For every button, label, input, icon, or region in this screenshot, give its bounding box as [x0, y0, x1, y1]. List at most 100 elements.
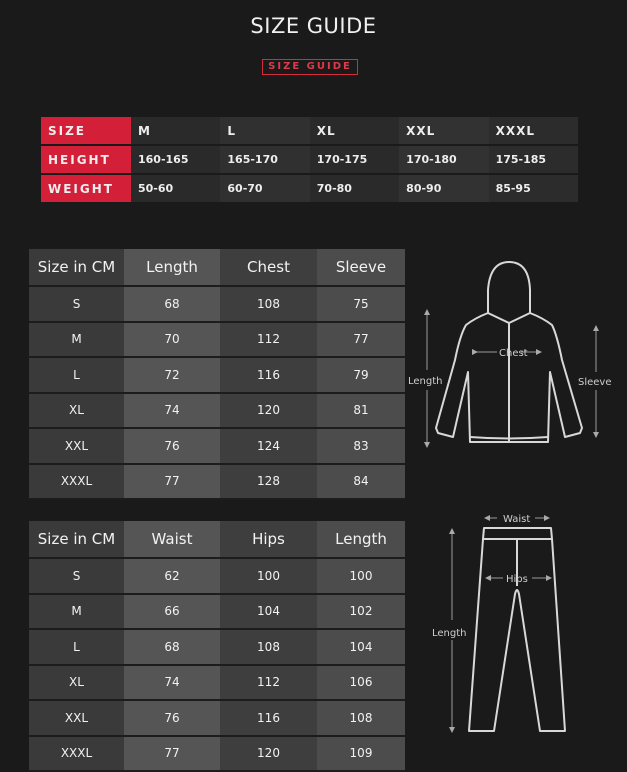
table-cell: 124: [220, 428, 317, 465]
table-cell: 77: [124, 463, 220, 500]
jacket-measure-arrows: [424, 309, 599, 448]
table-cell: 108: [317, 700, 405, 737]
column-header: Chest: [220, 249, 317, 287]
table-cell: 170-175: [309, 145, 400, 175]
size-chart-row: HEIGHT 160-165 165-170 170-175 170-180 175-18…: [41, 145, 578, 175]
row-label: HEIGHT: [41, 145, 131, 175]
table-cell: 108: [220, 629, 317, 666]
table-row: S 62 100 100: [29, 558, 405, 595]
table-cell: 165-170: [220, 145, 310, 175]
table-cell: XXL: [399, 117, 489, 146]
chest-label: Chest: [499, 348, 528, 359]
table-cell: 72: [124, 357, 220, 394]
table-cell: 116: [220, 700, 317, 737]
table-row: XL 74 112 106: [29, 664, 405, 701]
table-cell: XXXL: [29, 463, 124, 500]
column-header: Size in CM: [29, 521, 124, 559]
table-cell: L: [29, 629, 124, 666]
table-cell: 104: [317, 629, 405, 666]
table-cell: 170-180: [399, 145, 489, 175]
table-cell: L: [220, 117, 310, 146]
length-label: Length: [408, 376, 443, 387]
size-guide-badge: SIZE GUIDE: [262, 59, 358, 75]
table-row: M 66 104 102: [29, 593, 405, 630]
column-header: Length: [124, 249, 220, 287]
table-cell: 116: [220, 357, 317, 394]
table-row: L 72 116 79: [29, 357, 405, 394]
table-row: L 68 108 104: [29, 629, 405, 666]
jacket-size-table: Size in CM Length Chest Sleeve S 68 108 75 M 70 1…: [29, 249, 405, 500]
pants-illustration: [468, 527, 566, 732]
table-cell: 100: [220, 558, 317, 595]
table-cell: 68: [124, 286, 220, 323]
table-cell: 100: [317, 558, 405, 595]
jacket-illustration: [435, 261, 583, 443]
pants-measure-arrows: [449, 515, 552, 733]
table-cell: 109: [317, 735, 405, 772]
table-cell: XXXL: [29, 735, 124, 772]
table-row: XL 74 120 81: [29, 392, 405, 429]
size-chart-row: SIZE M L XL XXL XXXL: [41, 117, 578, 146]
table-row: XXL 76 124 83: [29, 428, 405, 465]
table-row: S 68 108 75: [29, 286, 405, 323]
column-header: Sleeve: [317, 249, 405, 287]
table-cell: 175-185: [488, 145, 578, 175]
table-cell: 160-165: [131, 145, 221, 175]
table-cell: 60-70: [220, 174, 310, 204]
table-cell: 76: [124, 700, 220, 737]
table-cell: 77: [317, 321, 405, 358]
table-row: M 70 112 77: [29, 321, 405, 358]
pants-length-label: Length: [432, 628, 467, 639]
table-cell: XXL: [29, 700, 124, 737]
column-header: Waist: [124, 521, 220, 559]
table-cell: 50-60: [131, 174, 221, 204]
pants-size-table: Size in CM Waist Hips Length S 62 100 100 M 66 10…: [29, 521, 405, 772]
table-cell: M: [29, 321, 124, 358]
column-header: Hips: [220, 521, 317, 559]
table-cell: 104: [220, 593, 317, 630]
table-cell: M: [29, 593, 124, 630]
column-header: Length: [317, 521, 405, 559]
table-cell: 68: [124, 629, 220, 666]
table-cell: 80-90: [399, 174, 489, 204]
table-cell: L: [29, 357, 124, 394]
table-cell: 108: [220, 286, 317, 323]
table-cell: M: [131, 117, 221, 146]
table-cell: 70: [124, 321, 220, 358]
row-label: SIZE: [41, 117, 131, 146]
table-cell: 120: [220, 735, 317, 772]
table-cell: 112: [220, 321, 317, 358]
column-header: Size in CM: [29, 249, 124, 287]
table-cell: 74: [124, 664, 220, 701]
table-cell: 62: [124, 558, 220, 595]
hips-label: Hips: [506, 574, 528, 585]
table-cell: 84: [317, 463, 405, 500]
size-height-weight-table: SIZE M L XL XXL XXXL HEIGHT 160-165 165-170 170-1…: [41, 117, 578, 204]
table-cell: 79: [317, 357, 405, 394]
table-cell: 70-80: [309, 174, 400, 204]
table-cell: 66: [124, 593, 220, 630]
size-chart-row: WEIGHT 50-60 60-70 70-80 80-90 85-95: [41, 174, 578, 204]
table-cell: 85-95: [488, 174, 578, 204]
sleeve-label: Sleeve: [578, 377, 612, 388]
page-title: SIZE GUIDE: [250, 14, 377, 38]
table-cell: XL: [29, 664, 124, 701]
table-cell: S: [29, 558, 124, 595]
table-cell: XXL: [29, 428, 124, 465]
table-cell: 112: [220, 664, 317, 701]
table-cell: 81: [317, 392, 405, 429]
table-cell: 83: [317, 428, 405, 465]
table-cell: XL: [29, 392, 124, 429]
table-cell: 120: [220, 392, 317, 429]
table-cell: 76: [124, 428, 220, 465]
waist-label: Waist: [503, 514, 530, 525]
table-row: XXXL 77 128 84: [29, 463, 405, 500]
row-label: WEIGHT: [41, 174, 131, 204]
table-cell: 102: [317, 593, 405, 630]
table-cell: 75: [317, 286, 405, 323]
table-row: XXL 76 116 108: [29, 700, 405, 737]
table-cell: 74: [124, 392, 220, 429]
table-cell: S: [29, 286, 124, 323]
table-cell: 128: [220, 463, 317, 500]
